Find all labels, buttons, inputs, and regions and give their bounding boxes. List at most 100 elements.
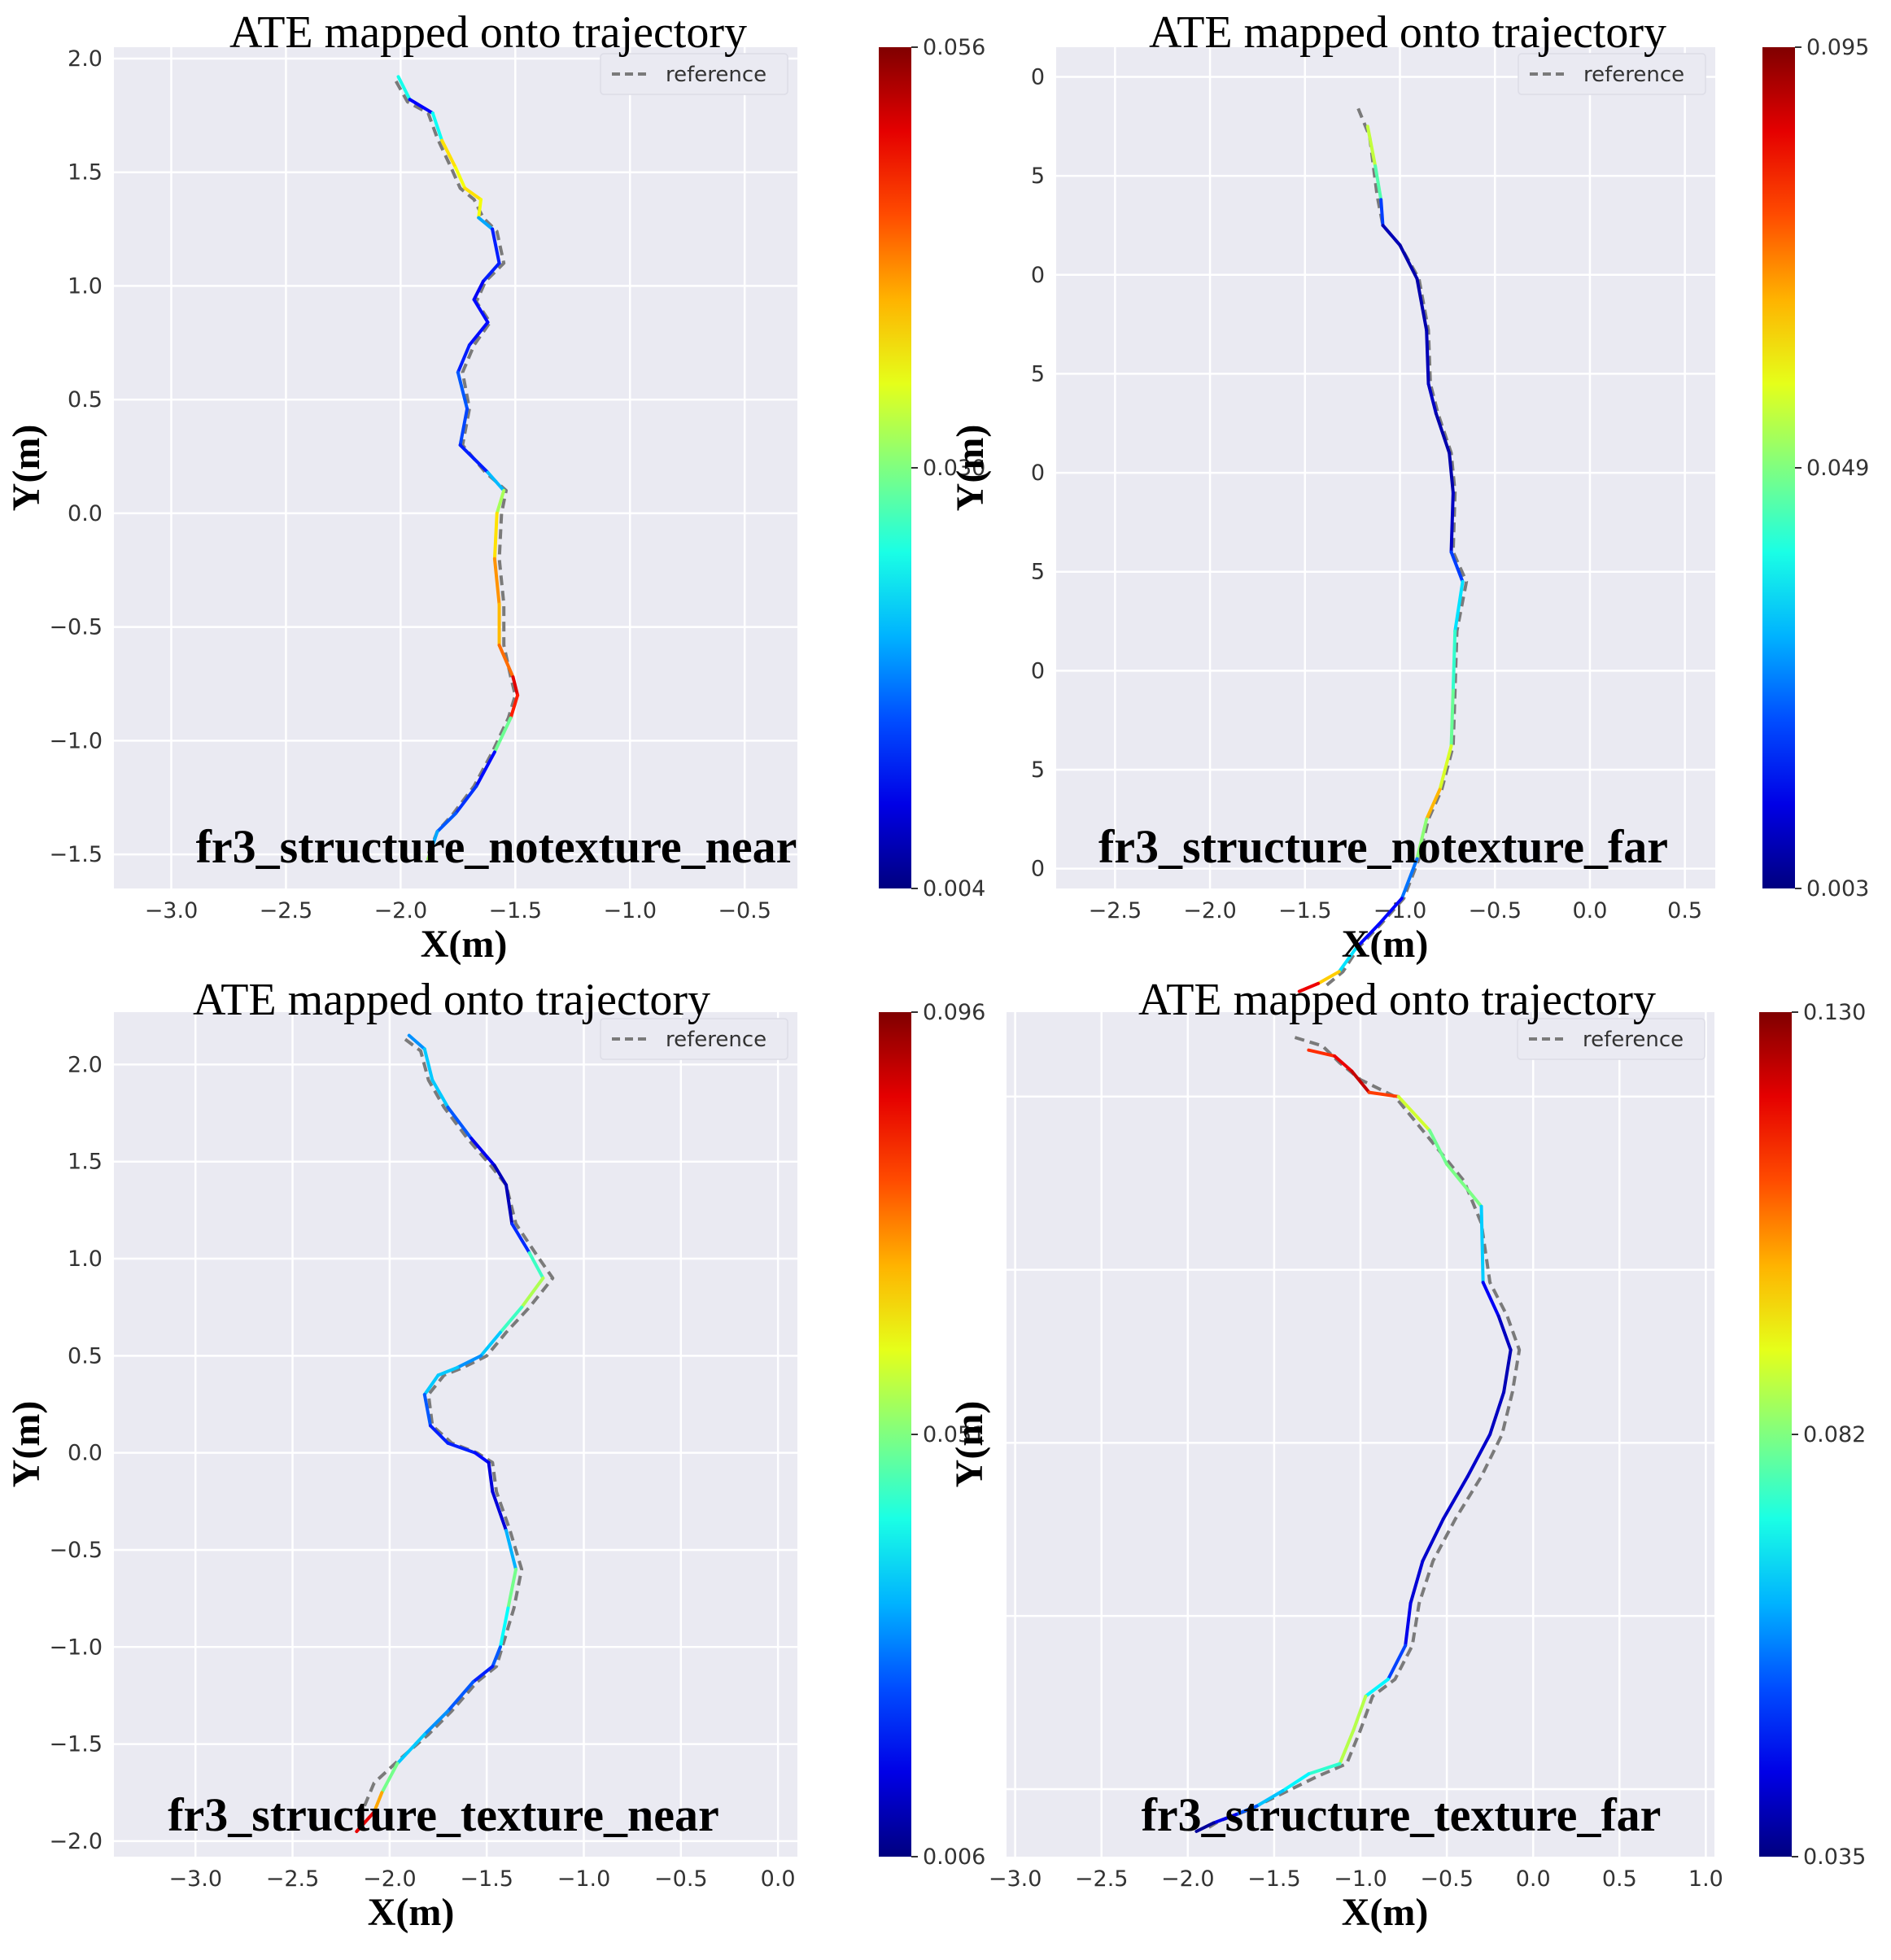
legend-box xyxy=(600,53,788,95)
estimated-trajectory-segment xyxy=(1255,1789,1285,1808)
x-axis-label: X(m) xyxy=(421,923,508,966)
x-tick-label: −2.5 xyxy=(266,1866,320,1892)
colorbar-tick-label: 0.056 xyxy=(923,35,985,60)
estimated-trajectory-segment xyxy=(422,1373,440,1397)
estimated-trajectory-segment xyxy=(1415,817,1429,861)
colorbar-tick-label: 0.049 xyxy=(1806,456,1869,481)
estimated-trajectory-segment xyxy=(395,1732,426,1766)
estimated-trajectory-segment xyxy=(1448,451,1455,495)
sequence-caption: fr3_structure_texture_near xyxy=(168,1788,719,1841)
estimated-trajectory-segment xyxy=(472,279,485,302)
estimated-trajectory-segment xyxy=(479,1330,502,1358)
estimated-trajectory-segment xyxy=(1404,1601,1413,1648)
estimated-trajectory-segment xyxy=(491,227,501,265)
estimated-trajectory-segment xyxy=(1451,629,1457,692)
x-tick-label: −3.0 xyxy=(989,1866,1042,1892)
x-tick-label: −1.0 xyxy=(603,898,657,923)
estimated-trajectory-segment xyxy=(446,1105,474,1141)
estimated-trajectory-segment xyxy=(1434,412,1452,455)
estimated-trajectory-segment xyxy=(492,557,501,606)
estimated-trajectory-segment xyxy=(463,186,483,202)
estimated-trajectory-segment xyxy=(527,1251,545,1280)
colorbar-tick-label: 0.035 xyxy=(1803,1844,1866,1870)
legend-reference-label: reference xyxy=(666,63,766,87)
estimated-trajectory-segment xyxy=(498,1305,524,1334)
estimated-trajectory-segment xyxy=(446,1441,477,1455)
estimated-trajectory-segment xyxy=(469,1137,496,1168)
x-tick-label: −2.0 xyxy=(1183,898,1237,923)
estimated-trajectory-segment xyxy=(1377,897,1404,926)
estimated-trajectory-segment xyxy=(1481,1281,1500,1318)
x-tick-label: 0.0 xyxy=(1572,898,1607,923)
chart-title: ATE mapped onto trajectory xyxy=(229,7,747,58)
x-tick-label: 0.5 xyxy=(1602,1866,1637,1892)
colorbar xyxy=(1762,47,1795,888)
y-tick-label: 1.5 xyxy=(68,160,103,186)
x-tick-label: −1.5 xyxy=(489,898,543,923)
y-tick-label: −1.5 xyxy=(49,1732,103,1757)
estimated-trajectory-segment xyxy=(1445,1162,1483,1208)
estimated-trajectory-segment xyxy=(472,298,490,325)
panel-structure-texture-near: −3.0 −2.5 −2.0 −1.5 −1.0 −0.5 0.0 −2.0 −1.5 −1.0 −… xyxy=(0,975,985,1960)
estimated-trajectory-segment xyxy=(473,1451,491,1465)
sequence-caption: fr3_structure_notexture_near xyxy=(196,820,797,873)
colorbar-tick-label: 0.096 xyxy=(923,1000,985,1025)
estimated-trajectory-segment xyxy=(435,811,457,834)
y-tick-label: 0 xyxy=(1031,263,1045,288)
estimated-trajectory-segment xyxy=(1415,277,1429,332)
estimated-trajectory-segment xyxy=(1194,1821,1216,1833)
estimated-trajectory-segment xyxy=(477,216,495,231)
estimated-trajectory-segment xyxy=(428,1424,450,1445)
y-tick-label: −1.5 xyxy=(49,842,103,867)
estimated-trajectory-segment xyxy=(492,1163,509,1187)
y-tick-label: 0 xyxy=(1031,857,1045,882)
colorbar-tick-label: 0.095 xyxy=(1806,35,1869,60)
estimated-trajectory-segment xyxy=(436,1365,460,1377)
estimated-trajectory-segment xyxy=(1449,688,1455,748)
y-tick-label: 1.5 xyxy=(68,1150,103,1175)
estimated-trajectory-segment xyxy=(1317,970,1341,985)
sequence-caption: fr3_structure_notexture_far xyxy=(1098,820,1668,873)
estimated-trajectory-segment xyxy=(1234,1804,1259,1817)
estimated-trajectory-segment xyxy=(1333,1054,1354,1073)
y-tick-label: −1.0 xyxy=(49,728,103,753)
estimated-trajectory-segment xyxy=(492,511,499,561)
legend-reference-label: reference xyxy=(1583,1028,1684,1052)
estimated-trajectory-segment xyxy=(1408,1559,1425,1605)
x-tick-label: −3.0 xyxy=(145,898,199,923)
estimated-trajectory-segment xyxy=(1479,1204,1485,1285)
y-tick-label: 0.0 xyxy=(68,501,103,526)
legend-reference-label: reference xyxy=(666,1028,766,1052)
y-tick-label: −2.0 xyxy=(49,1829,103,1854)
estimated-trajectory-segment xyxy=(1381,223,1402,247)
x-tick-label: 0.0 xyxy=(761,1866,796,1892)
estimated-trajectory-segment xyxy=(1398,243,1419,281)
reference-trajectory-line xyxy=(362,1037,555,1807)
estimated-trajectory-segment xyxy=(1400,857,1419,901)
estimated-trajectory-segment xyxy=(474,750,496,788)
colorbar xyxy=(879,47,911,888)
x-tick-label: −1.5 xyxy=(1247,1866,1301,1892)
plot-area xyxy=(114,1012,797,1857)
y-tick-label: −0.5 xyxy=(49,615,103,640)
y-tick-label: 2.0 xyxy=(68,46,103,72)
y-tick-label: 5 xyxy=(1031,560,1045,585)
estimated-trajectory-segment xyxy=(440,138,457,170)
legend-box xyxy=(600,1018,788,1060)
colorbar xyxy=(879,1012,911,1857)
x-axis-label: X(m) xyxy=(368,1891,455,1934)
colorbar-tick-label: 0.030 xyxy=(923,456,985,481)
estimated-trajectory-segment xyxy=(487,1460,495,1494)
estimated-trajectory-segment xyxy=(471,1665,495,1684)
estimated-trajectory-segment xyxy=(456,343,471,374)
estimated-trajectory-segment xyxy=(1465,1433,1492,1478)
y-axis-label: Y(m) xyxy=(5,425,48,512)
estimated-trajectory-segment xyxy=(458,407,469,447)
colorbar-tick-label: 0.006 xyxy=(923,1844,985,1870)
y-tick-label: 1.0 xyxy=(68,273,103,299)
x-axis-label: X(m) xyxy=(1342,923,1429,966)
estimated-trajectory-segment xyxy=(1379,198,1385,227)
estimated-trajectory-segment xyxy=(1396,1094,1431,1133)
x-tick-label: 1.0 xyxy=(1688,1866,1723,1892)
